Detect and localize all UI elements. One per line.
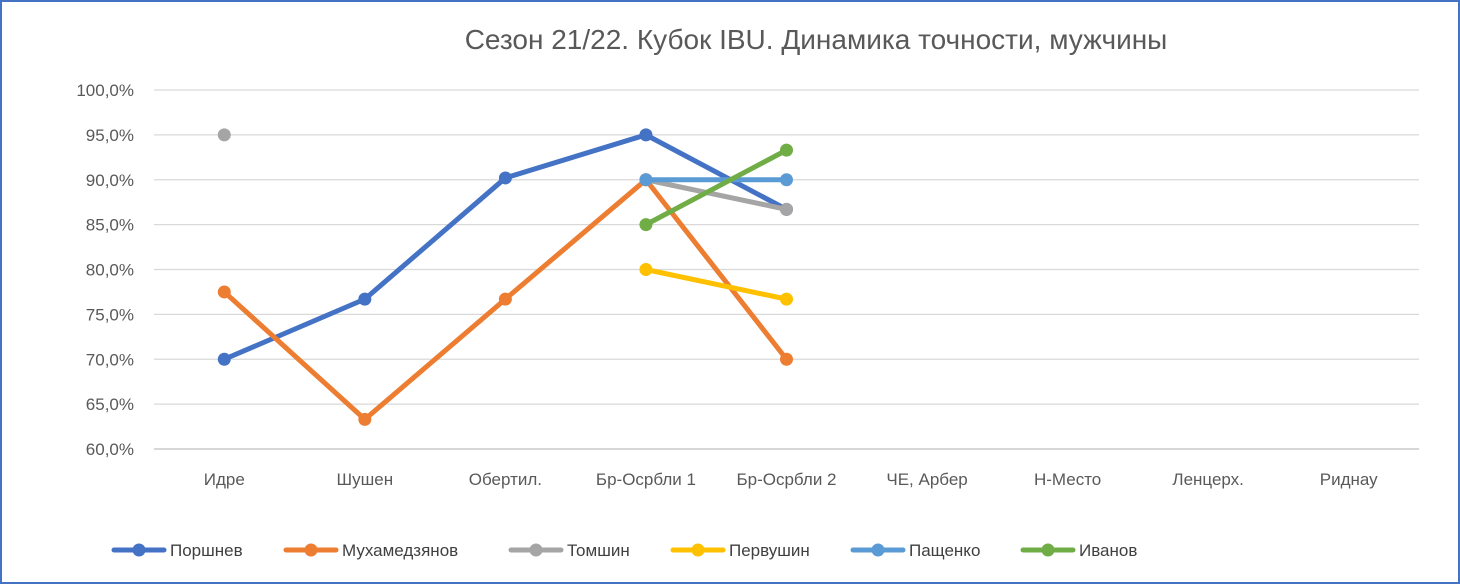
y-tick-label: 85,0%	[86, 216, 134, 235]
data-point	[217, 285, 231, 299]
legend-item: Мухамедзянов	[283, 541, 458, 560]
series-4	[639, 263, 793, 306]
legend-label: Мухамедзянов	[342, 541, 458, 560]
data-point	[217, 352, 231, 366]
gridlines	[154, 89, 1419, 450]
series-line-segment	[643, 132, 789, 212]
y-tick-label: 90,0%	[86, 171, 134, 190]
x-tick-label: Риднау	[1320, 470, 1378, 489]
series-group	[217, 128, 793, 426]
series-line-segment	[221, 296, 368, 362]
series-line-segment	[643, 177, 789, 212]
y-tick-label: 75,0%	[86, 305, 134, 324]
data-point	[358, 412, 372, 426]
legend-label: Пащенко	[909, 541, 980, 560]
legend-label: Первушин	[729, 541, 810, 560]
y-tick-label: 60,0%	[86, 440, 134, 459]
series-line-segment	[643, 267, 789, 302]
x-tick-label: Н-Место	[1034, 470, 1101, 489]
legend-label: Иванов	[1079, 541, 1137, 560]
series-5	[639, 173, 793, 187]
data-point	[498, 292, 512, 306]
data-point	[780, 202, 793, 216]
legend-item: Поршнев	[111, 541, 243, 560]
data-point	[639, 218, 653, 232]
data-point	[639, 128, 653, 142]
legend-item: Томшин	[508, 541, 630, 560]
data-point	[780, 173, 793, 187]
data-point	[639, 263, 653, 276]
series-2	[217, 173, 793, 426]
x-axis: Идре Шушен Обертил. Бр-Осрбли 1 Бр-Осрбли 2 Ч…	[204, 470, 1378, 489]
data-point	[780, 143, 793, 157]
y-tick-label: 95,0%	[86, 126, 134, 145]
y-tick-label: 100,0%	[76, 81, 134, 100]
series-line-segment	[643, 147, 789, 228]
x-tick-label: Шушен	[337, 470, 394, 489]
series-6	[639, 143, 793, 232]
legend-item: Первушин	[670, 541, 810, 560]
y-axis: 60,0% 65,0% 70,0% 75,0% 80,0% 85,0% 90,0% 95,0%…	[76, 81, 134, 459]
x-tick-label: Ленцерх.	[1172, 470, 1244, 489]
series-1	[217, 128, 793, 366]
legend-marker	[304, 543, 318, 557]
chart-title: Сезон 21/22. Кубок IBU. Динамика точност…	[465, 24, 1168, 55]
data-point	[217, 128, 231, 142]
data-point	[498, 171, 512, 185]
data-point	[780, 292, 793, 306]
data-point	[358, 292, 372, 306]
legend-label: Томшин	[567, 541, 630, 560]
legend-item: Пащенко	[850, 541, 980, 560]
legend-marker	[871, 543, 885, 557]
legend-marker	[691, 543, 705, 557]
y-tick-label: 70,0%	[86, 350, 134, 369]
series-line-segment	[502, 132, 649, 181]
x-tick-label: Бр-Осрбли 1	[596, 470, 696, 489]
x-tick-label: Обертил.	[469, 470, 542, 489]
data-point	[780, 352, 793, 366]
legend-item: Иванов	[1020, 541, 1137, 560]
y-tick-label: 65,0%	[86, 395, 134, 414]
series-line-segment	[221, 289, 368, 422]
legend: Поршнев Мухамедзянов Томшин Первушин Пащенко…	[111, 541, 1137, 560]
legend-label: Поршнев	[170, 541, 243, 560]
data-point	[639, 173, 653, 187]
legend-marker	[529, 543, 543, 557]
x-tick-label: Идре	[204, 470, 245, 489]
series-line-segment	[502, 177, 649, 302]
series-line-segment	[362, 296, 508, 422]
series-line-segment	[362, 175, 508, 302]
y-tick-label: 80,0%	[86, 261, 134, 280]
x-tick-label: Бр-Осрбли 2	[736, 470, 836, 489]
legend-marker	[1041, 543, 1055, 557]
x-tick-label: ЧЕ, Арбер	[886, 470, 967, 489]
legend-marker	[132, 543, 146, 557]
